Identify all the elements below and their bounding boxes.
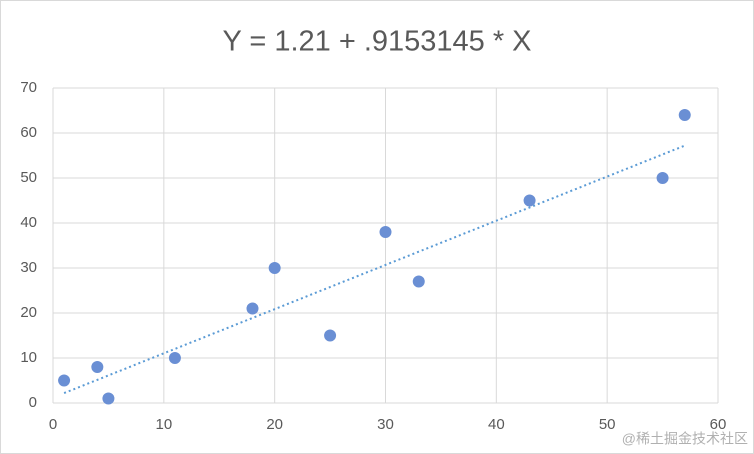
y-tick-label: 70: [20, 79, 37, 96]
point: [246, 302, 259, 315]
watermark: @稀土掘金技术社区: [622, 431, 748, 447]
point: [412, 275, 425, 288]
x-tick-label: 30: [377, 416, 394, 433]
point: [379, 226, 392, 238]
x-tick-label: 0: [49, 416, 57, 433]
y-tick-label: 30: [20, 259, 37, 276]
point: [268, 262, 281, 274]
y-tick-label: 20: [20, 304, 37, 321]
point: [102, 392, 115, 405]
chart-title: Y = 1.21 + .9153145 * X: [222, 26, 531, 58]
x-tick-label: 40: [488, 416, 505, 433]
x-tick-label: 60: [710, 416, 727, 433]
y-tick-label: 0: [29, 394, 37, 411]
point: [678, 109, 691, 121]
x-tick-label: 50: [599, 416, 616, 433]
y-tick-label: 50: [20, 169, 37, 186]
y-tick-label: 10: [20, 349, 37, 366]
point: [58, 374, 71, 387]
point: [656, 172, 669, 184]
trendline: [63, 144, 686, 395]
point: [91, 361, 104, 373]
point: [168, 352, 181, 364]
y-tick-label: 60: [20, 124, 37, 141]
point: [523, 194, 536, 207]
point: [324, 329, 337, 342]
y-tick-label: 40: [20, 214, 37, 231]
x-tick-label: 10: [155, 416, 172, 433]
x-tick-label: 20: [266, 416, 283, 433]
